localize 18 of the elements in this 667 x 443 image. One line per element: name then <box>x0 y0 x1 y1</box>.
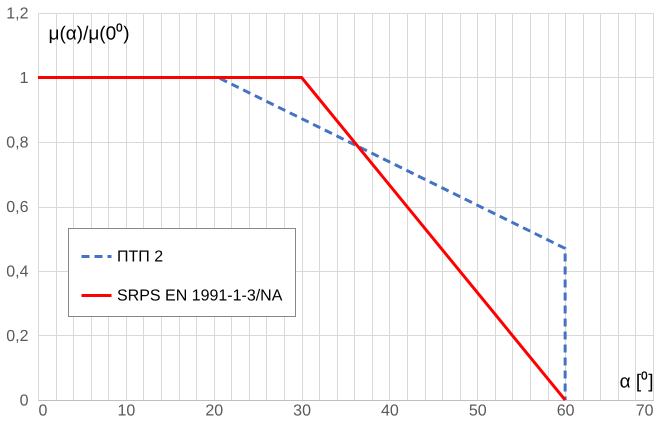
x-axis-title: α [⁰] <box>620 370 654 392</box>
y-axis-title: μ(α)/μ(0⁰) <box>48 22 130 44</box>
x-tick-label: 0 <box>38 402 48 420</box>
legend-label: SRPS EN 1991-1-3/NA <box>117 288 283 304</box>
y-tick-label: 1,2 <box>6 6 29 22</box>
x-tick-label: 30 <box>293 402 312 420</box>
y-tick-label: 0,6 <box>6 199 29 216</box>
y-tick-label: 0,8 <box>6 134 29 152</box>
x-tick-label: 50 <box>468 402 487 420</box>
x-tick-label: 60 <box>556 402 575 420</box>
y-tick-label: 0,4 <box>6 264 29 280</box>
x-tick-label: 40 <box>381 402 399 420</box>
x-tick-label: 10 <box>117 402 136 420</box>
x-tick-label: 20 <box>205 402 224 420</box>
y-tick-label: 0,2 <box>6 328 29 345</box>
legend-label: ПТП 2 <box>117 248 164 266</box>
y-tick-label: 1 <box>20 70 29 87</box>
x-tick-label: 70 <box>636 402 654 420</box>
